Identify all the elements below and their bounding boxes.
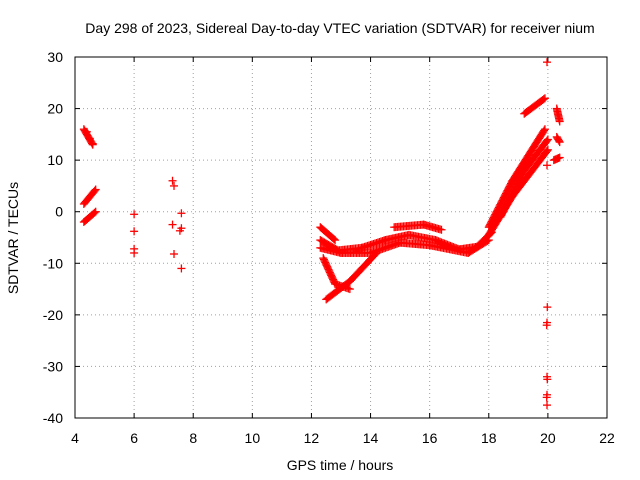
data-point [555,117,564,126]
x-tick-label: 16 [422,430,438,446]
data-point [91,185,100,194]
data-point [177,264,186,273]
x-tick-label: 4 [71,430,79,446]
data-point [543,145,552,154]
y-tick-label: -10 [43,255,63,271]
data-point [540,94,549,103]
data-point [88,139,97,148]
x-tick-label: 6 [130,430,138,446]
data-point [543,303,552,312]
data-point [90,186,99,195]
data-point [542,136,551,145]
y-tick-label: 20 [47,101,63,117]
data-point [542,393,551,402]
data-point [371,250,380,259]
data-point [543,375,552,384]
data-point [437,225,446,234]
data-point [543,58,552,67]
data-point [555,153,564,162]
data-point [542,321,551,330]
data-point [540,125,549,134]
data-point [175,226,184,235]
plot-frame [74,56,608,419]
data-point [542,147,551,156]
data-point [539,95,548,104]
x-tick-label: 22 [599,430,615,446]
y-tick-label: -40 [43,410,63,426]
y-tick-label: 30 [47,49,63,65]
data-point [130,227,139,236]
data-point [543,401,552,410]
data-point [130,248,139,257]
x-tick-label: 20 [540,430,556,446]
y-tick-label: -20 [43,307,63,323]
y-tick-label: 0 [55,204,63,220]
data-point [554,136,563,145]
data-point [372,248,381,257]
data-point [543,135,552,144]
y-axis-label: SDTVAR / TECUs [5,182,21,294]
y-tick-label: 10 [47,152,63,168]
data-point [168,220,177,229]
x-tick-label: 8 [189,430,197,446]
data-point [85,134,94,143]
data-point [170,250,179,259]
data-point [540,126,549,135]
data-point [555,138,564,147]
x-tick-label: 10 [245,430,261,446]
data-point [483,236,492,245]
data-point [168,176,177,185]
data-points [79,58,564,410]
data-point [543,161,552,170]
chart-title: Day 298 of 2023, Sidereal Day-to-day VTE… [85,20,594,36]
data-point [177,209,186,218]
axes: 4 6 8 10 12 14 16 18 20 22 30 20 10 0 -10 -20 -30 -40 [43,49,615,446]
data-point [130,210,139,219]
data-point [91,207,100,216]
y-tick-label: -30 [43,358,63,374]
data-point [170,181,179,190]
x-axis-label: GPS time / hours [287,457,394,473]
data-point [331,236,340,245]
data-point [329,235,338,244]
x-tick-label: 14 [363,430,379,446]
x-tick-label: 12 [304,430,320,446]
data-point [90,208,99,217]
x-tick-label: 18 [481,430,497,446]
data-point [345,285,354,294]
data-point [82,127,91,136]
